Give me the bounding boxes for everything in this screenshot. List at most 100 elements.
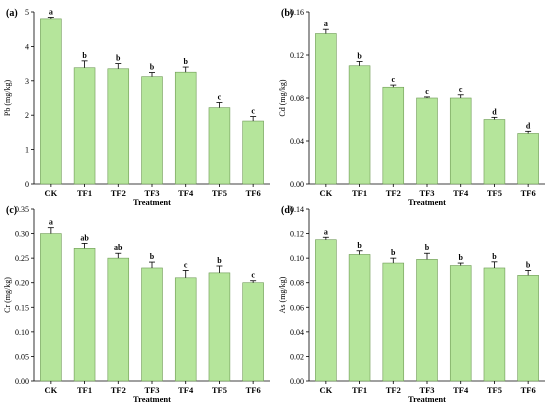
bar	[315, 239, 337, 382]
bar	[382, 262, 405, 382]
x-category-label: TF6	[521, 385, 536, 395]
significance-label: c	[251, 271, 255, 280]
significance-label: b	[357, 51, 362, 60]
significance-label: c	[251, 107, 255, 116]
y-axis-title: Pb (mg/kg)	[3, 80, 12, 117]
significance-label: c	[392, 75, 396, 84]
x-category-label: TF6	[246, 188, 261, 198]
bar	[107, 257, 130, 382]
x-category-label: TF4	[178, 188, 194, 198]
bar	[483, 119, 506, 185]
x-category-label: TF5	[212, 188, 227, 198]
y-tick-label: 0.04	[290, 137, 304, 146]
significance-label: a	[49, 218, 53, 227]
x-category-label: TF2	[111, 188, 126, 198]
y-tick-label: 0.12	[290, 51, 304, 60]
panel-label: (a)	[6, 8, 18, 19]
bar	[348, 65, 371, 185]
x-axis-title: Treatment	[133, 394, 171, 404]
significance-label: b	[391, 248, 396, 257]
significance-label: ab	[114, 243, 123, 252]
significance-label: c	[459, 85, 463, 94]
x-category-label: TF4	[453, 188, 469, 198]
y-tick-label: 5	[25, 8, 29, 17]
significance-label: b	[458, 253, 463, 262]
x-axis-title: Treatment	[408, 394, 446, 404]
y-tick-label: 0.10	[290, 254, 304, 263]
y-tick-label: 0.04	[290, 328, 304, 337]
bar	[348, 254, 371, 382]
bar	[141, 76, 163, 185]
y-tick-label: 0.06	[290, 303, 304, 312]
bar	[141, 267, 163, 382]
significance-label: b	[526, 260, 531, 269]
y-tick-label: 0.08	[290, 94, 304, 103]
significance-label: b	[217, 256, 222, 265]
x-category-label: TF5	[212, 385, 227, 395]
x-category-label: TF1	[352, 188, 367, 198]
y-tick-label: 0.30	[15, 230, 29, 239]
significance-label: c	[425, 87, 429, 96]
y-tick-label: 0.15	[15, 303, 29, 312]
y-tick-label: 0.02	[290, 352, 304, 361]
x-axis-title: Treatment	[408, 197, 446, 207]
significance-label: b	[116, 54, 121, 63]
x-axis-title: Treatment	[133, 197, 171, 207]
x-category-label: CK	[44, 385, 57, 395]
bar	[208, 272, 231, 382]
y-tick-label: 0.05	[15, 352, 29, 361]
significance-label: c	[218, 92, 222, 101]
y-tick-label: 4	[25, 42, 29, 51]
y-tick-label: 0.08	[290, 279, 304, 288]
x-category-label: TF1	[77, 188, 92, 198]
y-tick-label: 0.00	[290, 180, 304, 189]
bar	[517, 275, 539, 382]
x-category-label: TF3	[419, 188, 434, 198]
significance-label: b	[425, 243, 430, 252]
bar	[416, 97, 438, 185]
panel-label: (b)	[281, 8, 293, 19]
y-tick-label: 0.14	[290, 205, 304, 214]
x-category-label: TF5	[487, 188, 502, 198]
y-tick-label: 0.10	[15, 328, 29, 337]
significance-label: d	[492, 107, 497, 116]
y-tick-label: 0	[25, 180, 29, 189]
significance-label: a	[49, 8, 53, 17]
significance-label: b	[150, 252, 155, 261]
x-category-label: CK	[44, 188, 57, 198]
y-axis-title: As (mg/kg)	[278, 276, 287, 313]
bar	[40, 233, 62, 382]
bar	[242, 282, 264, 382]
y-axis-title: Cr (mg/kg)	[3, 277, 12, 313]
bar	[483, 267, 506, 382]
significance-label: d	[526, 121, 531, 130]
y-tick-label: 0.00	[290, 377, 304, 386]
x-category-label: TF1	[352, 385, 367, 395]
significance-label: a	[324, 19, 328, 28]
y-tick-label: 0.35	[15, 205, 29, 214]
panel-label: (d)	[281, 205, 293, 216]
y-tick-label: 0.12	[290, 230, 304, 239]
x-category-label: TF4	[453, 385, 469, 395]
y-tick-label: 1	[25, 146, 29, 155]
y-axis-title: Cd (mg/kg)	[278, 79, 287, 116]
panel-label: (c)	[6, 205, 17, 216]
x-category-label: TF3	[419, 385, 434, 395]
y-tick-label: 3	[25, 77, 29, 86]
significance-label: a	[324, 227, 328, 236]
chart-panel-as: 0.00 0.02 0.04 0.06 0.08 0.10 0.12 0.14 a CK b TF1 b…	[278, 205, 545, 404]
x-category-label: TF1	[77, 385, 92, 395]
x-category-label: TF3	[144, 188, 159, 198]
x-category-label: TF4	[178, 385, 194, 395]
x-category-label: TF2	[111, 385, 126, 395]
significance-label: c	[184, 260, 188, 269]
significance-label: b	[357, 241, 362, 250]
bar	[242, 120, 264, 185]
bar	[382, 86, 405, 185]
significance-label: b	[492, 252, 497, 261]
bar	[73, 248, 96, 382]
x-category-label: TF6	[246, 385, 261, 395]
bar	[416, 259, 438, 382]
chart-panel-cd: 0.00 0.04 0.08 0.12 0.16 a CK b TF1 c TF2 c TF3 c TF4 d…	[278, 8, 545, 207]
x-category-label: TF5	[487, 385, 502, 395]
